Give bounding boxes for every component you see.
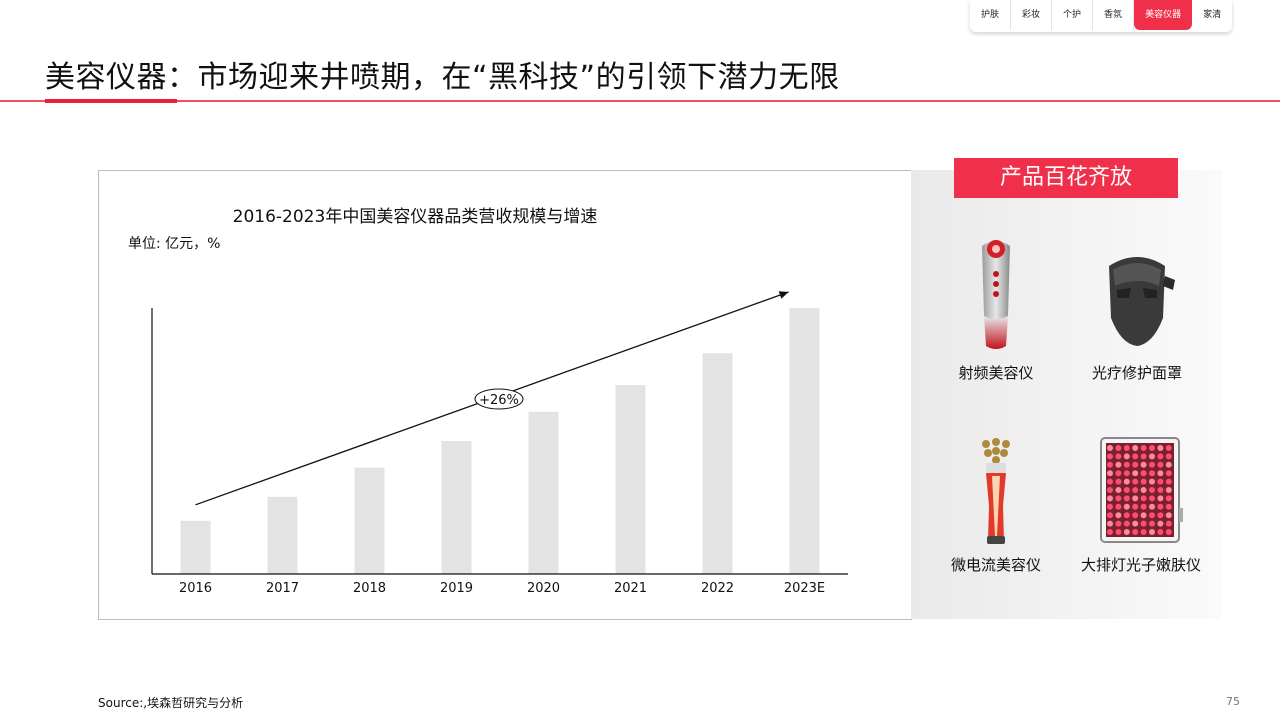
source-note: Source:,埃森哲研究与分析 (98, 696, 244, 710)
bar-2017 (267, 496, 298, 574)
tab-fragrance[interactable]: 香氛 (1093, 0, 1135, 30)
chart-title: 2016-2023年中国美容仪器品类营收规模与增速 (232, 207, 598, 227)
product-led-mask: 光疗修护面罩 (1062, 246, 1212, 383)
led-mask-icon (1109, 257, 1175, 346)
x-tick-label: 2016 (179, 581, 212, 596)
trend-arrow-head (778, 291, 789, 299)
page-number: 75 (1226, 695, 1240, 708)
growth-rate-label: +26% (479, 393, 519, 408)
microcurrent-device-icon (982, 438, 1010, 544)
bar-2022 (702, 353, 733, 574)
product-name: 微电流美容仪 (950, 556, 1041, 574)
tab-beauty-devices[interactable]: 美容仪器 (1134, 0, 1193, 30)
product-microcurrent-device: 微电流美容仪 (921, 436, 1071, 575)
tab-home-cleaning[interactable]: 家清 (1203, 10, 1222, 20)
product-rf-beauty-device: 射频美容仪 (921, 236, 1071, 383)
x-tick-label: 2023E (784, 581, 825, 596)
bar-2018 (354, 467, 385, 574)
category-tabs: 护肤 彩妆 个护 香氛 美容仪器 家清 (970, 0, 1233, 32)
bar-2016 (180, 520, 211, 574)
rf-beauty-device-icon (982, 240, 1010, 349)
chart-unit-label: 单位: 亿元，% (128, 236, 221, 252)
tab-skincare[interactable]: 护肤 (970, 0, 1012, 30)
x-tick-label: 2018 (353, 581, 386, 596)
products-header: 产品百花齐放 (954, 158, 1178, 198)
product-name: 射频美容仪 (958, 364, 1034, 382)
growth-rate-ellipse (474, 388, 524, 410)
bar-2021 (615, 385, 646, 574)
title-divider (0, 100, 1280, 102)
x-tick-label: 2019 (440, 581, 473, 596)
product-name: 光疗修护面罩 (1091, 364, 1182, 382)
x-tick-label: 2017 (266, 581, 299, 596)
title-accent-underline (45, 99, 177, 103)
bar-2019 (441, 441, 472, 574)
tab-personal-care[interactable]: 个护 (1052, 0, 1094, 30)
tab-makeup[interactable]: 彩妆 (1011, 0, 1053, 30)
products-panel (911, 170, 1222, 619)
led-panel-icon (1100, 437, 1183, 543)
x-tick-label: 2020 (527, 581, 560, 596)
x-tick-label: 2022 (701, 581, 734, 596)
bar-2020 (528, 411, 559, 574)
x-tick-label: 2021 (614, 581, 647, 596)
page-title: 美容仪器：市场迎来井喷期，在“黑科技”的引领下潜力无限 (45, 60, 840, 95)
product-name: 大排灯光子嫩肤仪 (1080, 556, 1201, 574)
bar-2023E (789, 308, 820, 574)
product-led-panel: 大排灯光子嫩肤仪 (1066, 436, 1216, 575)
